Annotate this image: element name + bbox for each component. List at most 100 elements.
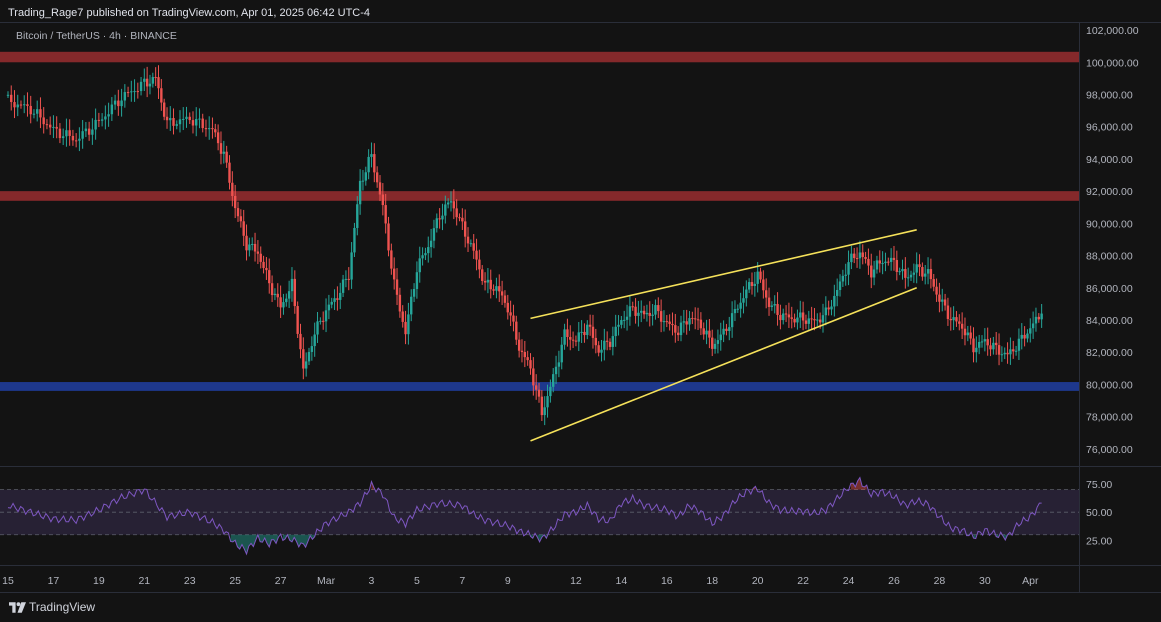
candle-body <box>259 253 262 262</box>
candle-body <box>495 286 498 291</box>
candle-body <box>32 113 36 115</box>
candle-body <box>708 330 711 338</box>
candle-body <box>640 310 643 313</box>
candle-body <box>739 302 742 309</box>
candle-body <box>995 342 998 346</box>
candle-body <box>651 314 654 316</box>
candle-body <box>975 347 978 353</box>
candle-body <box>390 250 393 269</box>
candle-body <box>623 319 626 321</box>
candle-body <box>688 318 691 325</box>
candle-body <box>730 313 734 328</box>
candle-body <box>188 116 191 121</box>
candle-body <box>290 278 294 292</box>
candle-body <box>540 396 544 416</box>
candle-body <box>583 331 586 336</box>
candle-body <box>637 312 640 316</box>
candle-body <box>327 304 331 311</box>
candle-body <box>549 386 552 397</box>
candle-body <box>162 102 166 117</box>
candle-body <box>302 349 305 369</box>
time-tick-label: 24 <box>843 575 855 587</box>
candle-body <box>401 311 404 322</box>
candle-body <box>1034 316 1038 324</box>
candle-body <box>165 116 169 121</box>
candle-body <box>966 332 970 336</box>
candle-body <box>136 91 140 93</box>
candle-body <box>10 94 13 103</box>
candle-body <box>827 307 830 310</box>
candle-body <box>145 78 149 87</box>
candle-body <box>148 83 152 87</box>
candle-body <box>381 194 385 206</box>
candle-body <box>588 324 592 327</box>
candle-body <box>48 124 52 128</box>
candle-body <box>898 271 901 273</box>
candle-body <box>245 235 248 251</box>
candle-body <box>830 306 833 310</box>
candle-body <box>361 180 365 182</box>
wedge-trendline-0 <box>530 229 917 320</box>
candle-body <box>912 272 916 275</box>
candle-body <box>915 264 918 273</box>
candle-body <box>91 129 94 135</box>
candle-body <box>779 314 782 321</box>
candle-body <box>172 118 175 126</box>
candle-body <box>489 279 492 290</box>
candle-body <box>415 272 419 289</box>
time-tick-label: 9 <box>505 575 511 587</box>
candle-body <box>816 319 819 321</box>
candle-body <box>65 130 68 137</box>
candle-body <box>13 102 16 108</box>
price-tick-label: 92,000.00 <box>1086 186 1133 198</box>
candle-body <box>387 223 390 251</box>
candle-body <box>719 334 722 341</box>
candle-body <box>55 126 58 129</box>
candle-body <box>989 345 992 350</box>
candle-body <box>676 332 680 336</box>
price-tick-label: 102,000.00 <box>1086 25 1139 37</box>
candle-body <box>628 306 632 317</box>
candle-body <box>204 128 208 130</box>
candle-body <box>219 143 223 154</box>
publish-info: Trading_Rage7 published on TradingView.c… <box>8 7 371 19</box>
candle-body <box>310 346 314 352</box>
candle-body <box>358 180 362 205</box>
candle-body <box>537 389 541 397</box>
rsi-tick-label: 75.00 <box>1086 479 1112 491</box>
time-tick-label: 22 <box>797 575 809 587</box>
price-tick-label: 100,000.00 <box>1086 57 1139 69</box>
candle-body <box>182 118 185 120</box>
candle-body <box>373 154 376 173</box>
candle-body <box>674 325 677 333</box>
candle-body <box>569 337 572 340</box>
candle-body <box>977 341 981 348</box>
candle-body <box>1029 328 1032 334</box>
candle-body <box>78 138 81 141</box>
candle-body <box>270 283 274 296</box>
candle-body <box>452 201 456 209</box>
candle-body <box>870 265 873 278</box>
candle-body <box>801 312 805 321</box>
candle-body <box>446 202 450 205</box>
candle-body <box>110 104 114 115</box>
price-chart[interactable]: 76,000.00 78,000.00 80,000.00 82,000.00 84,0… <box>0 0 1161 592</box>
candle-body <box>273 293 277 296</box>
candle-body <box>770 305 774 307</box>
candle-body <box>728 327 731 331</box>
candle-body <box>248 244 251 251</box>
candle-body <box>807 318 810 324</box>
candle-body <box>506 302 509 313</box>
candle-body <box>370 154 373 157</box>
candle-body <box>543 407 546 416</box>
tradingview-brand[interactable]: TradingView <box>9 600 95 614</box>
candle-body <box>824 307 828 316</box>
candle-body <box>268 270 271 284</box>
candle-body <box>992 342 995 350</box>
time-tick-label: 18 <box>706 575 718 587</box>
candle-body <box>231 182 234 196</box>
time-tick-label: 14 <box>616 575 628 587</box>
candle-body <box>429 240 433 248</box>
candle-body <box>341 279 345 293</box>
